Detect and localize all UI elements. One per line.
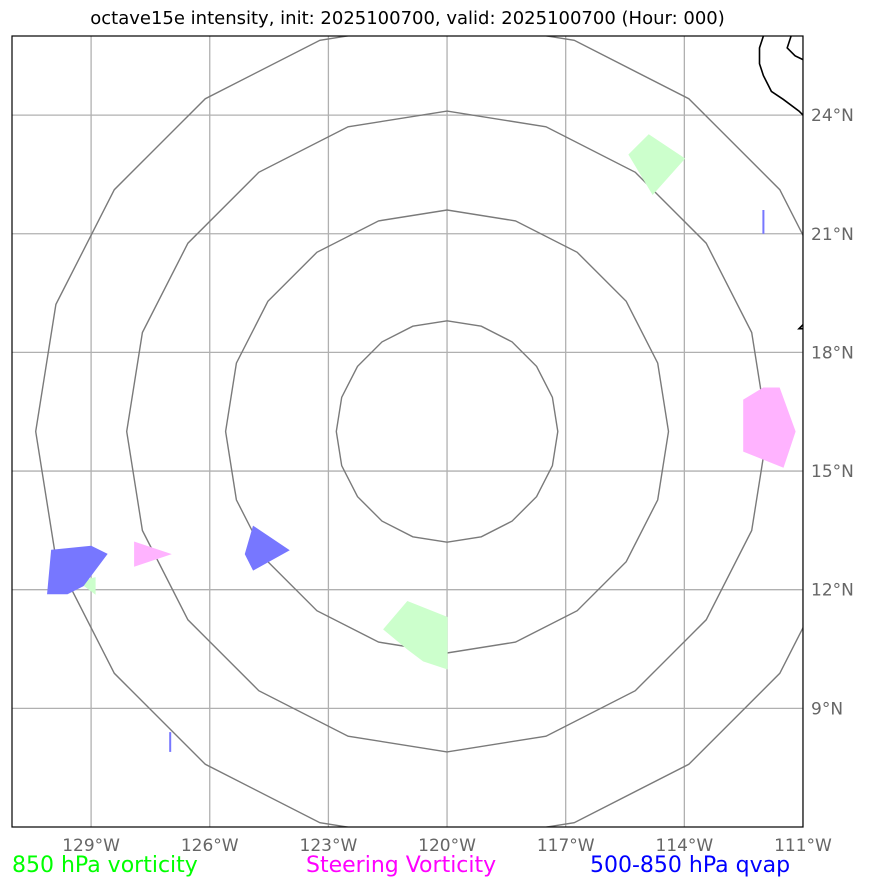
- coastline: [786, 36, 803, 61]
- x-tick-label: 126°W: [181, 836, 239, 856]
- range-rings: [34, 36, 803, 827]
- field-shapes: [47, 134, 796, 752]
- field-shape: [383, 601, 448, 670]
- coastline: [758, 36, 803, 116]
- y-tick-label: 24°N: [811, 106, 854, 126]
- field-shape: [244, 525, 290, 571]
- range-ring: [224, 209, 670, 654]
- legend-qvap: 500-850 hPa qvap: [590, 853, 791, 878]
- y-tick-label: 18°N: [811, 343, 854, 363]
- coastlines: [758, 36, 803, 330]
- legend-850-vorticity: 850 hPa vorticity: [12, 853, 198, 878]
- x-tick-labels: 129°W 126°W 123°W 120°W 117°W 114°W 111°W: [62, 836, 832, 856]
- y-tick-label: 12°N: [811, 581, 854, 601]
- y-tick-label: 9°N: [811, 699, 843, 719]
- field-shape: [628, 134, 686, 196]
- y-tick-labels: 9°N 12°N 15°N 18°N 21°N 24°N: [811, 106, 854, 719]
- x-tick-label: 117°W: [537, 836, 595, 856]
- plot-frame: [11, 35, 804, 828]
- range-ring: [335, 320, 559, 543]
- x-tick-label: 123°W: [300, 836, 358, 856]
- field-shape: [47, 545, 108, 595]
- x-tick-label: 129°W: [62, 836, 120, 856]
- legend-steering-vorticity: Steering Vorticity: [306, 853, 497, 878]
- coastline: [797, 324, 803, 330]
- field-shape: [743, 387, 796, 468]
- range-ring: [125, 110, 769, 753]
- x-tick-label: 120°W: [418, 836, 476, 856]
- range-ring: [34, 36, 803, 827]
- field-shape: [134, 541, 172, 567]
- y-tick-label: 21°N: [811, 225, 854, 245]
- y-tick-label: 15°N: [811, 462, 854, 482]
- gridlines: [12, 36, 803, 827]
- x-tick-label: 111°W: [774, 836, 832, 856]
- chart-title: octave15e intensity, init: 2025100700, v…: [90, 8, 725, 29]
- x-tick-label: 114°W: [655, 836, 713, 856]
